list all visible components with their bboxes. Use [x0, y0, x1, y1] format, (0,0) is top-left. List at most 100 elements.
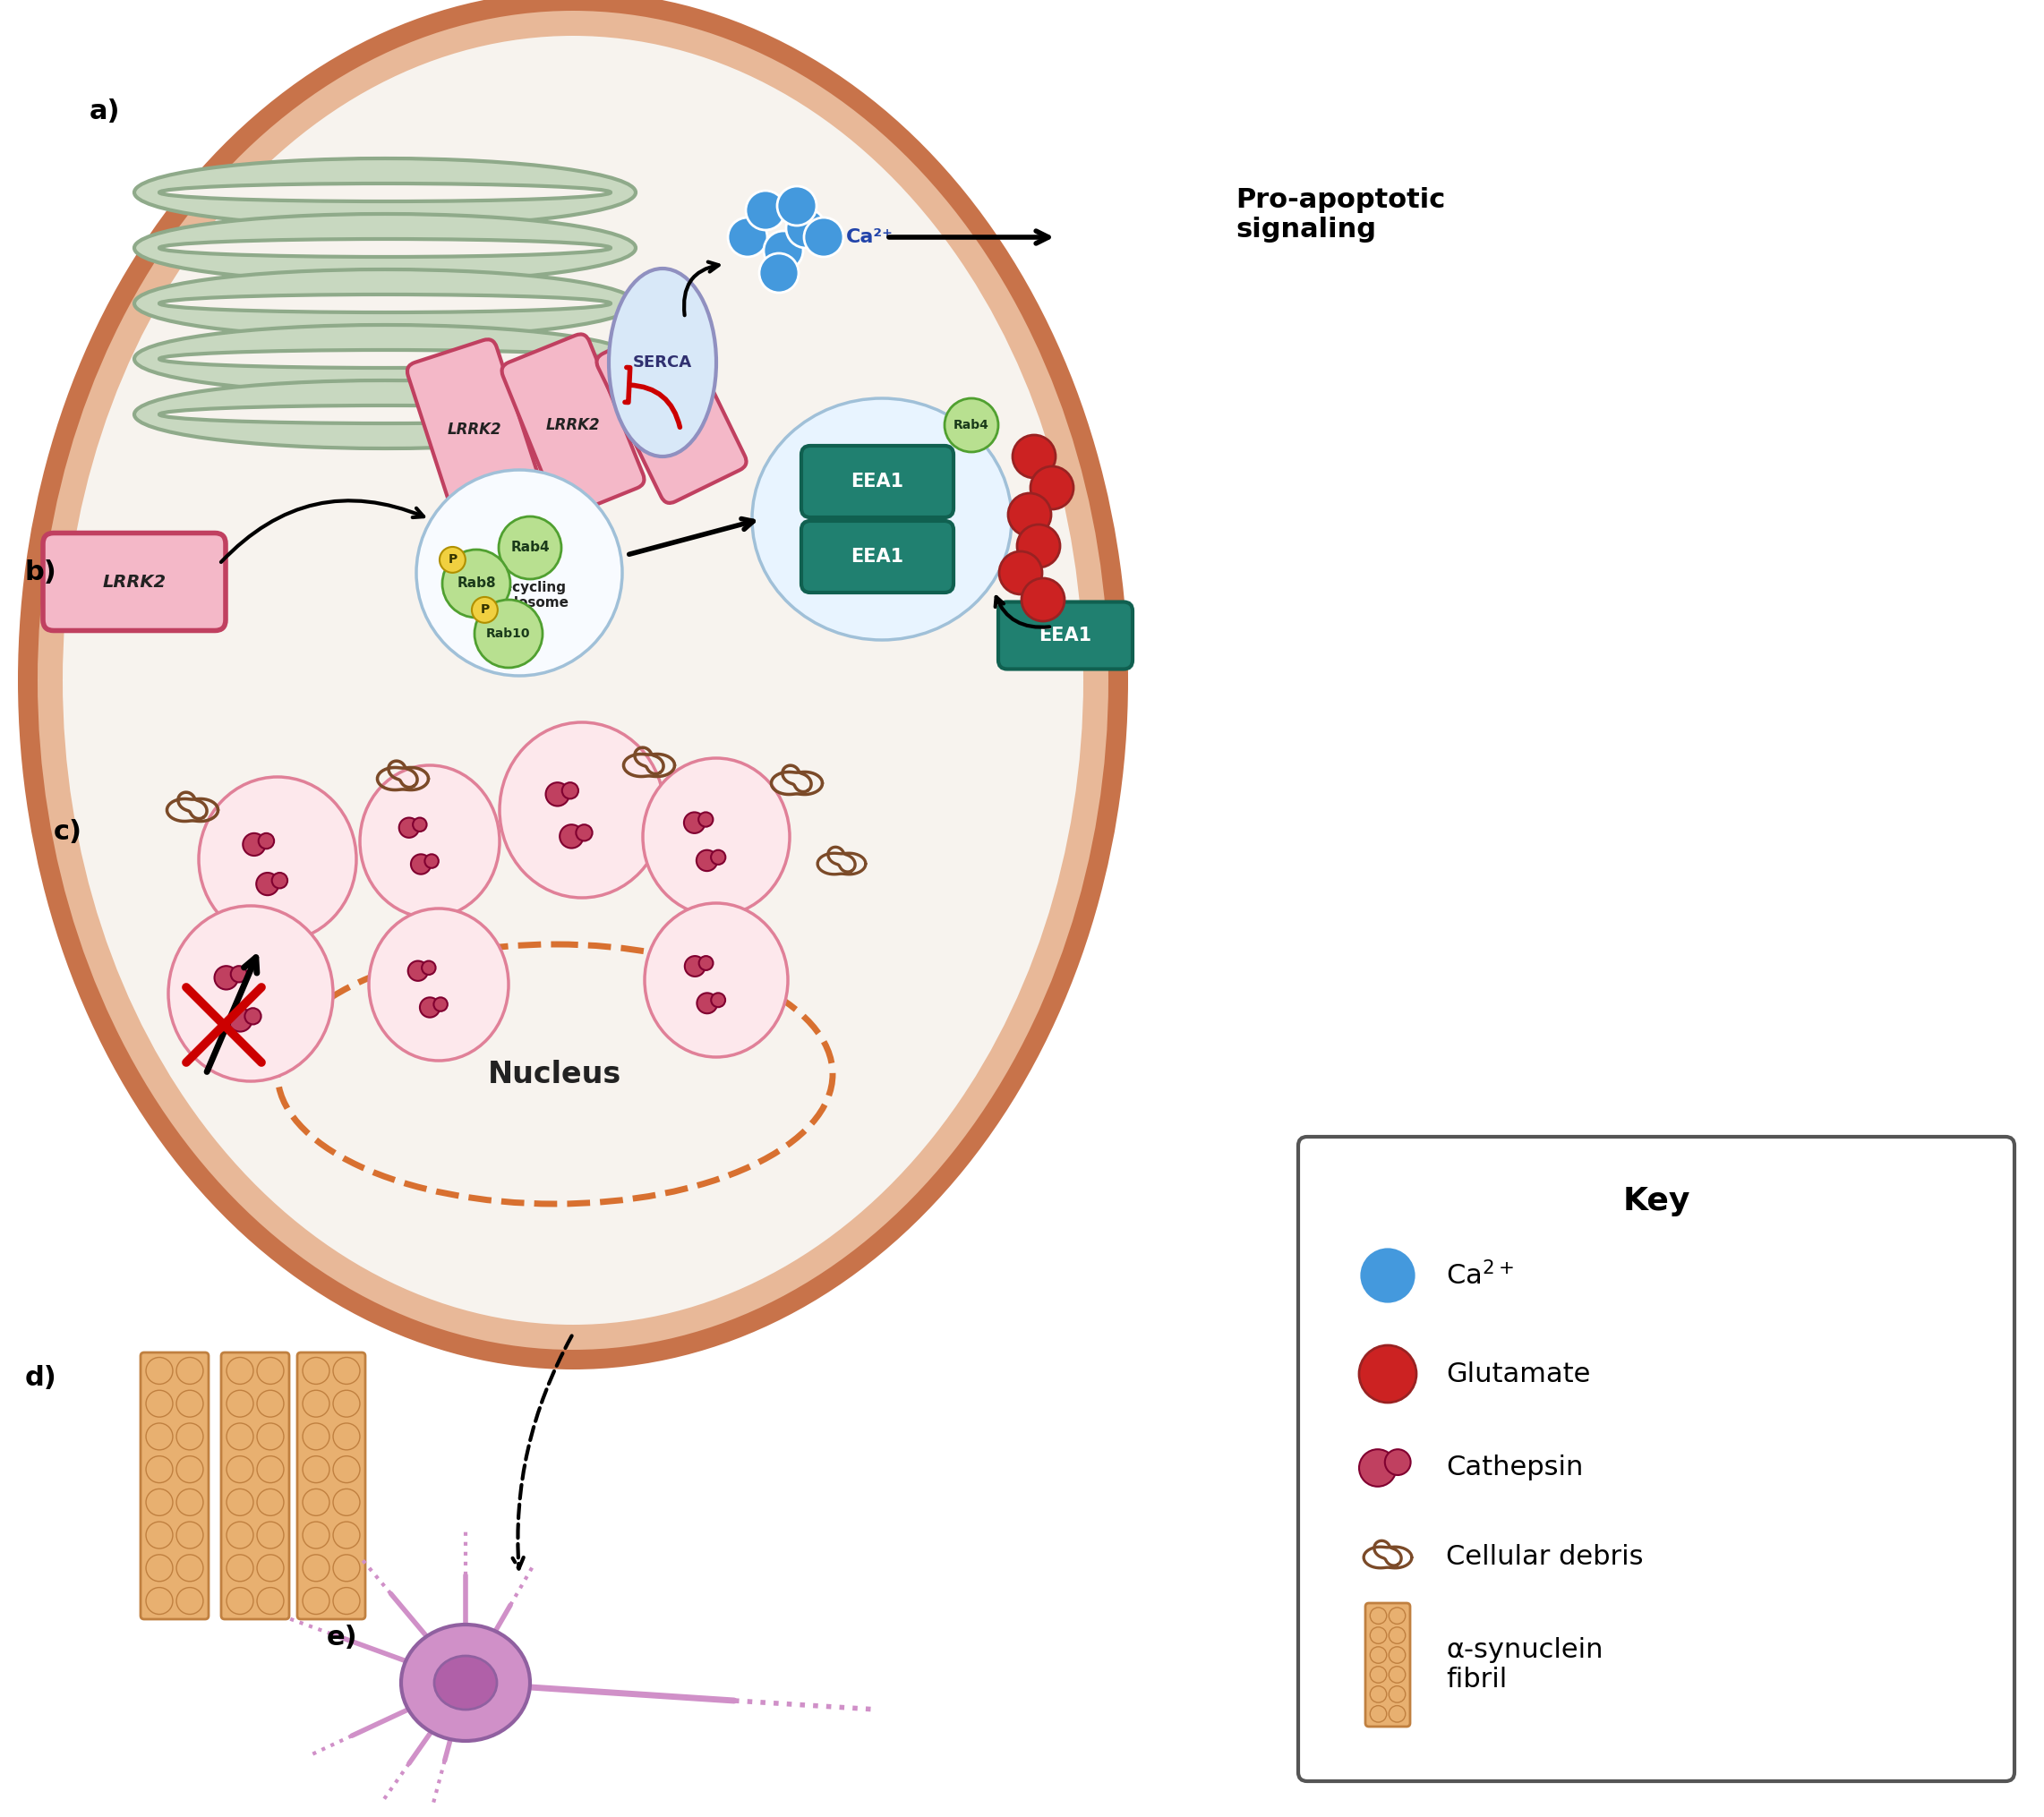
- FancyBboxPatch shape: [407, 340, 542, 520]
- Text: EEA1: EEA1: [850, 547, 903, 565]
- FancyBboxPatch shape: [997, 601, 1132, 669]
- Text: SERCA: SERCA: [634, 354, 693, 371]
- Text: Rab4: Rab4: [511, 541, 550, 554]
- Ellipse shape: [642, 758, 789, 916]
- Circle shape: [562, 783, 578, 799]
- Circle shape: [231, 967, 247, 983]
- Circle shape: [227, 1423, 253, 1450]
- Circle shape: [145, 1357, 174, 1385]
- FancyBboxPatch shape: [141, 1352, 208, 1619]
- Circle shape: [439, 547, 466, 572]
- Circle shape: [258, 1555, 284, 1581]
- FancyBboxPatch shape: [221, 1352, 288, 1619]
- Text: EEA1: EEA1: [850, 472, 903, 491]
- Text: Nucleus: Nucleus: [489, 1059, 621, 1088]
- Text: LRRK2: LRRK2: [644, 403, 699, 420]
- Circle shape: [227, 1455, 253, 1483]
- Ellipse shape: [401, 1624, 529, 1741]
- Ellipse shape: [135, 325, 636, 392]
- Text: b): b): [25, 560, 57, 585]
- Text: LRRK2: LRRK2: [546, 418, 601, 432]
- Circle shape: [1008, 492, 1051, 536]
- Text: Pro-apoptotic
signaling: Pro-apoptotic signaling: [1235, 187, 1445, 243]
- Circle shape: [442, 549, 511, 618]
- Circle shape: [303, 1555, 329, 1581]
- Ellipse shape: [159, 240, 611, 256]
- Circle shape: [764, 231, 803, 271]
- Circle shape: [413, 818, 427, 832]
- Ellipse shape: [63, 36, 1083, 1325]
- Circle shape: [303, 1455, 329, 1483]
- Text: P: P: [480, 603, 489, 616]
- Circle shape: [333, 1455, 360, 1483]
- Text: Recycling
Endosome: Recycling Endosome: [491, 581, 570, 611]
- Circle shape: [145, 1423, 174, 1450]
- Circle shape: [1388, 1646, 1406, 1663]
- Text: Rab4: Rab4: [955, 420, 989, 431]
- Ellipse shape: [644, 903, 787, 1057]
- Circle shape: [746, 191, 785, 231]
- Text: LRRK2: LRRK2: [102, 574, 166, 591]
- Circle shape: [258, 1455, 284, 1483]
- Text: Ca²⁺: Ca²⁺: [846, 229, 893, 245]
- Text: Glutamate: Glutamate: [1445, 1361, 1590, 1386]
- Ellipse shape: [499, 723, 664, 898]
- Text: c): c): [53, 819, 82, 845]
- Circle shape: [272, 872, 288, 889]
- Ellipse shape: [135, 269, 636, 338]
- Text: Ca$^{2+}$: Ca$^{2+}$: [1445, 1261, 1515, 1290]
- Ellipse shape: [135, 158, 636, 227]
- Circle shape: [1359, 1450, 1396, 1486]
- Ellipse shape: [159, 294, 611, 313]
- Ellipse shape: [135, 214, 636, 282]
- Circle shape: [303, 1588, 329, 1613]
- Text: Cathepsin: Cathepsin: [1445, 1455, 1584, 1481]
- FancyBboxPatch shape: [801, 521, 953, 592]
- Circle shape: [474, 600, 542, 667]
- Circle shape: [333, 1390, 360, 1417]
- Circle shape: [303, 1423, 329, 1450]
- Circle shape: [417, 471, 621, 676]
- Ellipse shape: [18, 0, 1128, 1370]
- Circle shape: [256, 872, 278, 896]
- Circle shape: [333, 1423, 360, 1450]
- Circle shape: [1369, 1626, 1386, 1644]
- Circle shape: [333, 1488, 360, 1515]
- Ellipse shape: [37, 11, 1108, 1350]
- Ellipse shape: [159, 405, 611, 423]
- Circle shape: [145, 1488, 174, 1515]
- Text: P: P: [448, 554, 458, 567]
- Circle shape: [258, 1390, 284, 1417]
- Circle shape: [433, 998, 448, 1012]
- Circle shape: [472, 598, 497, 623]
- Circle shape: [1369, 1666, 1386, 1683]
- Text: a): a): [90, 98, 121, 124]
- FancyBboxPatch shape: [597, 320, 746, 503]
- Circle shape: [1369, 1608, 1386, 1624]
- Circle shape: [1012, 434, 1055, 478]
- Circle shape: [1388, 1686, 1406, 1703]
- Circle shape: [176, 1357, 202, 1385]
- Circle shape: [145, 1555, 174, 1581]
- Circle shape: [697, 850, 717, 870]
- Ellipse shape: [198, 778, 356, 941]
- Circle shape: [499, 516, 562, 580]
- Ellipse shape: [433, 1655, 497, 1710]
- Circle shape: [215, 967, 237, 990]
- Circle shape: [333, 1357, 360, 1385]
- Circle shape: [176, 1588, 202, 1613]
- Circle shape: [421, 961, 435, 974]
- Circle shape: [758, 253, 799, 293]
- Circle shape: [425, 854, 439, 869]
- Circle shape: [176, 1488, 202, 1515]
- Circle shape: [1369, 1686, 1386, 1703]
- Circle shape: [728, 218, 766, 256]
- Circle shape: [258, 1523, 284, 1548]
- Circle shape: [243, 834, 266, 856]
- Circle shape: [777, 185, 816, 225]
- Circle shape: [787, 209, 826, 247]
- Circle shape: [1388, 1626, 1406, 1644]
- Text: Rab10: Rab10: [486, 627, 531, 640]
- Ellipse shape: [360, 765, 499, 918]
- Ellipse shape: [368, 908, 509, 1061]
